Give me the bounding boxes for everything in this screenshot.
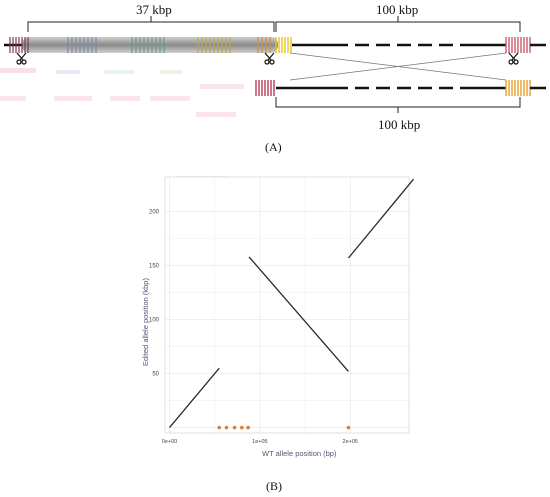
- inversion-cross-line: [289, 52, 507, 81]
- scissors-icon: [264, 52, 275, 65]
- panel-b-chart: 0e+00 1e+05 2e+05 50 100 150 200 WT allele po…: [141, 176, 415, 493]
- wt-gene-cluster-1: [9, 37, 29, 53]
- right-span-brace: [275, 16, 521, 32]
- wt-gene-cluster-2: [67, 37, 97, 53]
- right-span-label: 100 kbp: [376, 2, 418, 17]
- grid: [165, 177, 409, 433]
- bottom-span-label: 100 kbp: [378, 117, 420, 132]
- wt-deleted-region: [22, 37, 278, 53]
- scissors-icon: [508, 52, 519, 65]
- wt-gene-cluster-3: [131, 37, 165, 53]
- x-tick-label: 0e+00: [162, 439, 177, 445]
- y-tick-label: 150: [149, 264, 160, 270]
- markers-group: [217, 425, 351, 430]
- marker-point: [224, 425, 229, 430]
- wt-gene-cluster-7: [505, 37, 531, 53]
- bottom-span-brace: [275, 97, 521, 113]
- marker-point: [217, 425, 222, 430]
- edited-gene-cluster-1: [255, 80, 275, 96]
- x-tick-label: 1e+05: [252, 439, 267, 445]
- wt-gene-cluster-5: [257, 37, 271, 53]
- y-tick-labels: 50 100 150 200: [149, 210, 160, 378]
- series-line-3: [347, 178, 415, 259]
- series-line-2: [248, 256, 349, 372]
- plot-panel: [164, 176, 410, 434]
- panel-b-label: (B): [266, 479, 282, 493]
- y-tick-label: 200: [149, 210, 160, 216]
- panel-a-label: (A): [265, 140, 282, 154]
- y-tick-label: 50: [152, 372, 159, 378]
- marker-point: [246, 425, 250, 430]
- y-axis-label: Edited allele position (kbp): [141, 278, 150, 366]
- left-span-brace: [27, 16, 275, 32]
- series-group: [169, 178, 415, 429]
- x-axis-label: WT allele position (bp): [262, 449, 337, 458]
- wt-gene-cluster-6: [275, 37, 292, 53]
- marker-point: [346, 425, 351, 430]
- x-tick-labels: 0e+00 1e+05 2e+05: [162, 439, 358, 445]
- edited-gene-cluster-2: [505, 80, 531, 96]
- faint-sequence-marks: [0, 68, 244, 117]
- marker-point: [240, 425, 244, 430]
- y-tick-label: 100: [149, 318, 160, 324]
- marker-point: [232, 425, 237, 430]
- panel-a-schematic: 37 kbp 100 kbp: [0, 2, 546, 154]
- left-span-label: 37 kbp: [136, 2, 172, 17]
- wt-gene-cluster-4: [197, 37, 231, 53]
- scissors-icon: [16, 52, 27, 65]
- x-tick-label: 2e+05: [343, 439, 358, 445]
- series-line-1: [169, 367, 220, 429]
